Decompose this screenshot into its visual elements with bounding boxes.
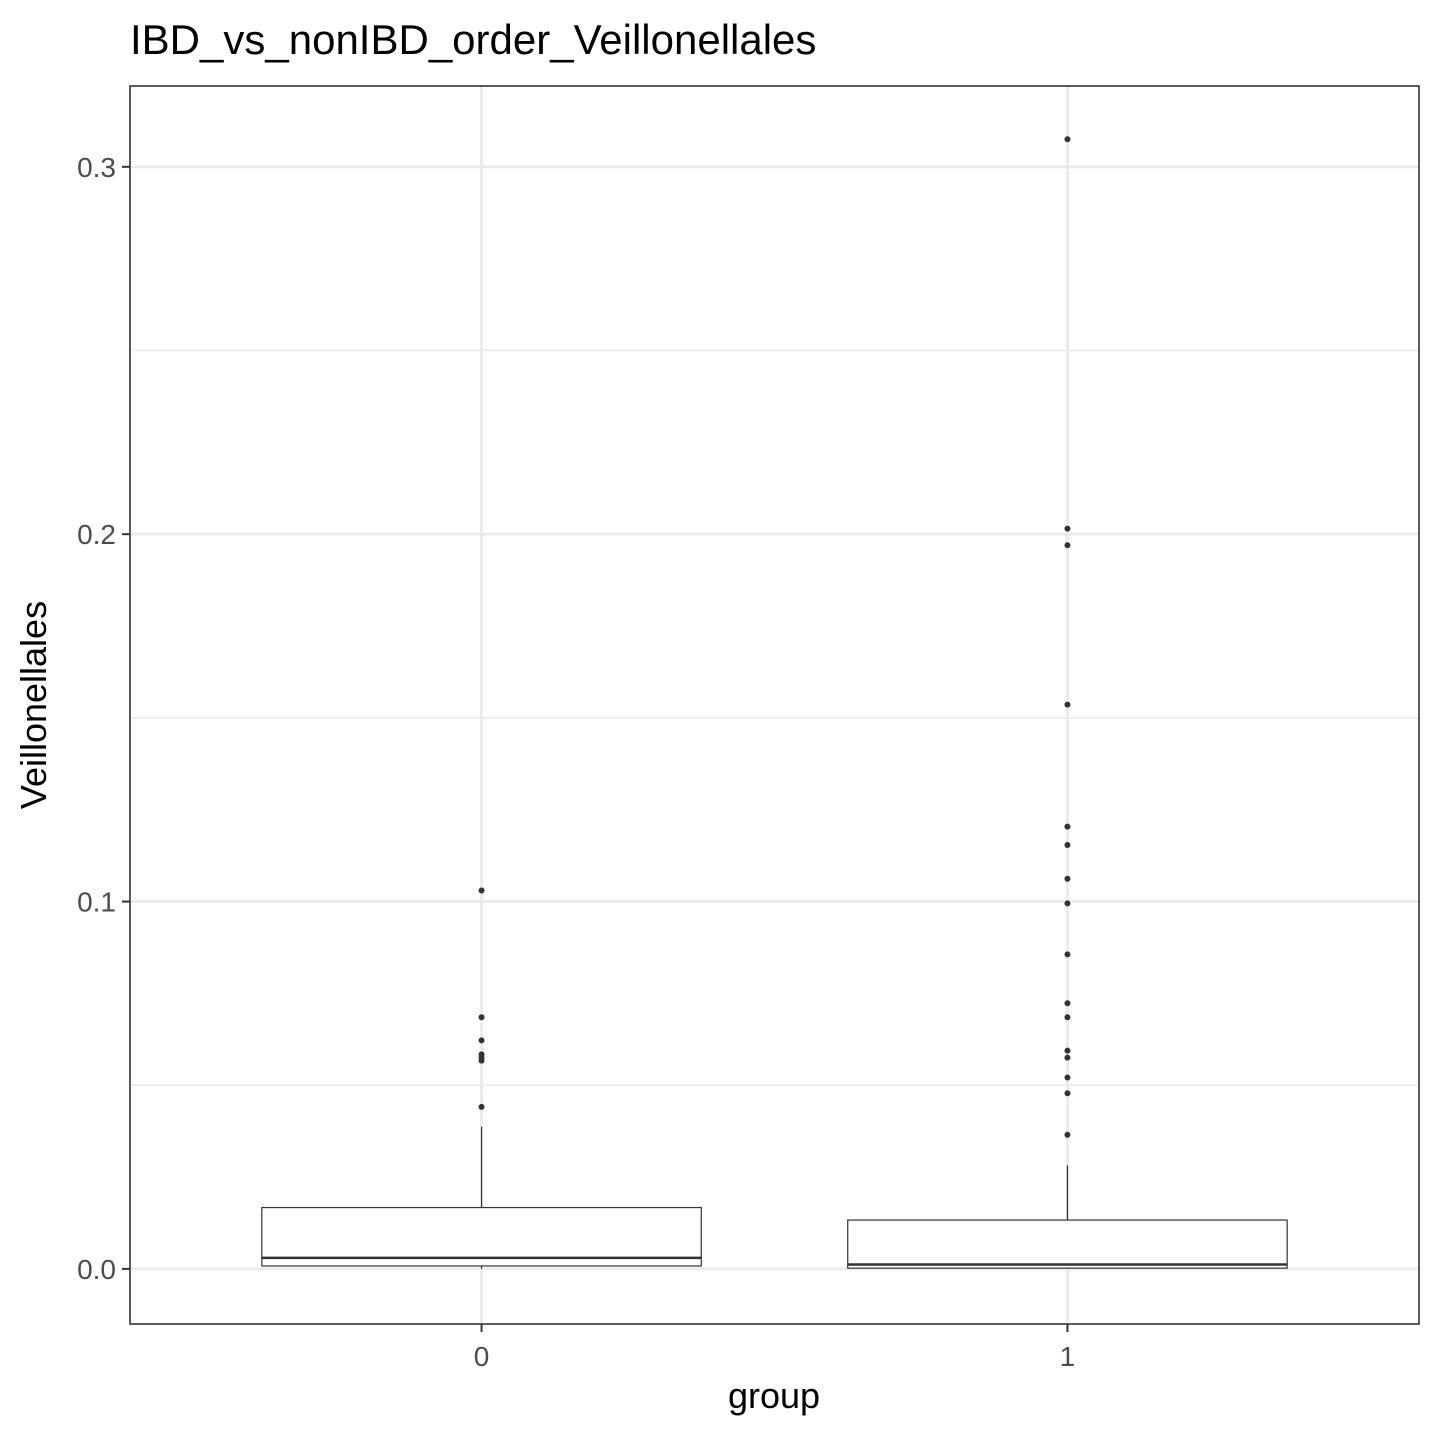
outlier-point [1064, 136, 1071, 143]
outlier-point [1064, 1074, 1071, 1081]
box [847, 1219, 1288, 1269]
x-axis-title: group [728, 1375, 820, 1416]
grid-layer [130, 86, 1419, 1324]
y-axis: 0.0 0.1 0.2 0.3 [77, 152, 130, 1285]
outlier-point [1064, 1090, 1071, 1097]
outlier-point [1064, 1054, 1071, 1061]
outlier-point [1064, 875, 1071, 882]
outlier-point [1064, 1047, 1071, 1054]
outlier-point [1064, 951, 1071, 958]
chart-title: IBD_vs_nonIBD_order_Veillonellales [130, 16, 816, 63]
outlier-point [1064, 525, 1071, 532]
y-tick-label: 0.2 [77, 519, 116, 550]
box [261, 1206, 702, 1267]
outlier-point [1064, 900, 1071, 907]
y-tick-label: 0.3 [77, 152, 116, 183]
outlier-point [478, 1103, 485, 1110]
outlier-point [478, 1037, 485, 1044]
outlier-point [1064, 701, 1071, 708]
outlier-point [1064, 1000, 1071, 1007]
y-axis-title: Veillonellales [13, 601, 54, 809]
outlier-point [478, 887, 485, 894]
outlier-point [1064, 542, 1071, 549]
x-tick-label: 0 [474, 1341, 490, 1372]
x-tick-label: 1 [1060, 1341, 1076, 1372]
y-tick-label: 0.1 [77, 887, 116, 918]
panel-border [129, 85, 1420, 1325]
outlier-point [1064, 841, 1071, 848]
box-group-0 [261, 887, 702, 1269]
outlier-point [478, 1057, 485, 1064]
outlier-point [1064, 1131, 1071, 1138]
box-group-1 [847, 136, 1288, 1269]
outlier-point [1064, 1014, 1071, 1021]
outlier-point [478, 1014, 485, 1021]
outlier-point [1064, 823, 1071, 830]
box-layer [261, 136, 1288, 1269]
y-tick-label: 0.0 [77, 1254, 116, 1285]
